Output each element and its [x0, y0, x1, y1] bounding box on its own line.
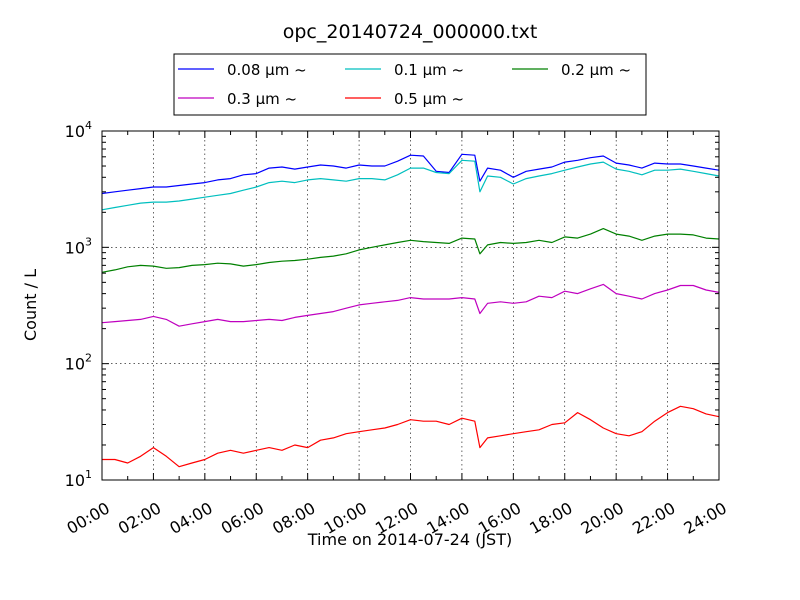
x-tick-label: 04:00	[166, 498, 215, 538]
x-tick-label: 20:00	[578, 498, 627, 538]
y-tick-label: 101	[65, 468, 92, 490]
y-tick-label: 104	[65, 119, 92, 141]
x-tick-label: 24:00	[681, 498, 730, 538]
legend-label-2: 0.2 μm ~	[561, 61, 631, 79]
x-tick-label: 02:00	[115, 498, 164, 538]
y-tick-label: 102	[65, 352, 92, 374]
x-axis-title: Time on 2014-07-24 (JST)	[307, 530, 512, 549]
x-tick-label: 06:00	[218, 498, 267, 538]
y-tick-base: 10	[65, 122, 85, 141]
series-line-4	[102, 405, 720, 468]
y-axis-title: Count / L	[21, 269, 40, 341]
y-tick-label: 103	[65, 235, 92, 257]
series-layer	[101, 153, 720, 468]
y-tick-base: 10	[65, 238, 85, 257]
y-tick-exponent: 3	[85, 235, 92, 248]
series-line-1	[101, 159, 720, 211]
ticks-layer	[101, 130, 720, 481]
legend-box	[173, 53, 647, 116]
x-tick-label: 00:00	[64, 498, 113, 538]
legend-label-3: 0.3 μm ~	[227, 90, 297, 108]
y-tick-exponent: 2	[85, 352, 92, 365]
legend: 0.08 μm ~ 0.1 μm ~ 0.2 μm ~ 0.3 μm ~ 0.5 μm …	[173, 53, 647, 116]
legend-label-1: 0.1 μm ~	[394, 61, 464, 79]
chart-title: opc_20140724_000000.txt	[283, 21, 538, 43]
series-line-0	[101, 153, 720, 195]
legend-items: 0.08 μm ~ 0.1 μm ~ 0.2 μm ~ 0.3 μm ~ 0.5 μm …	[178, 61, 631, 108]
y-tick-base: 10	[65, 471, 85, 490]
x-tick-label: 18:00	[526, 498, 575, 538]
legend-label-4: 0.5 μm ~	[394, 90, 464, 108]
x-tick-label: 22:00	[629, 498, 678, 538]
y-tick-exponent: 1	[85, 468, 92, 481]
y-tick-exponent: 4	[85, 119, 92, 132]
grid-layer	[102, 131, 719, 480]
series-line-2	[101, 228, 720, 273]
y-tick-base: 10	[65, 355, 85, 374]
series-line-3	[101, 283, 720, 327]
legend-label-0: 0.08 μm ~	[227, 61, 307, 79]
